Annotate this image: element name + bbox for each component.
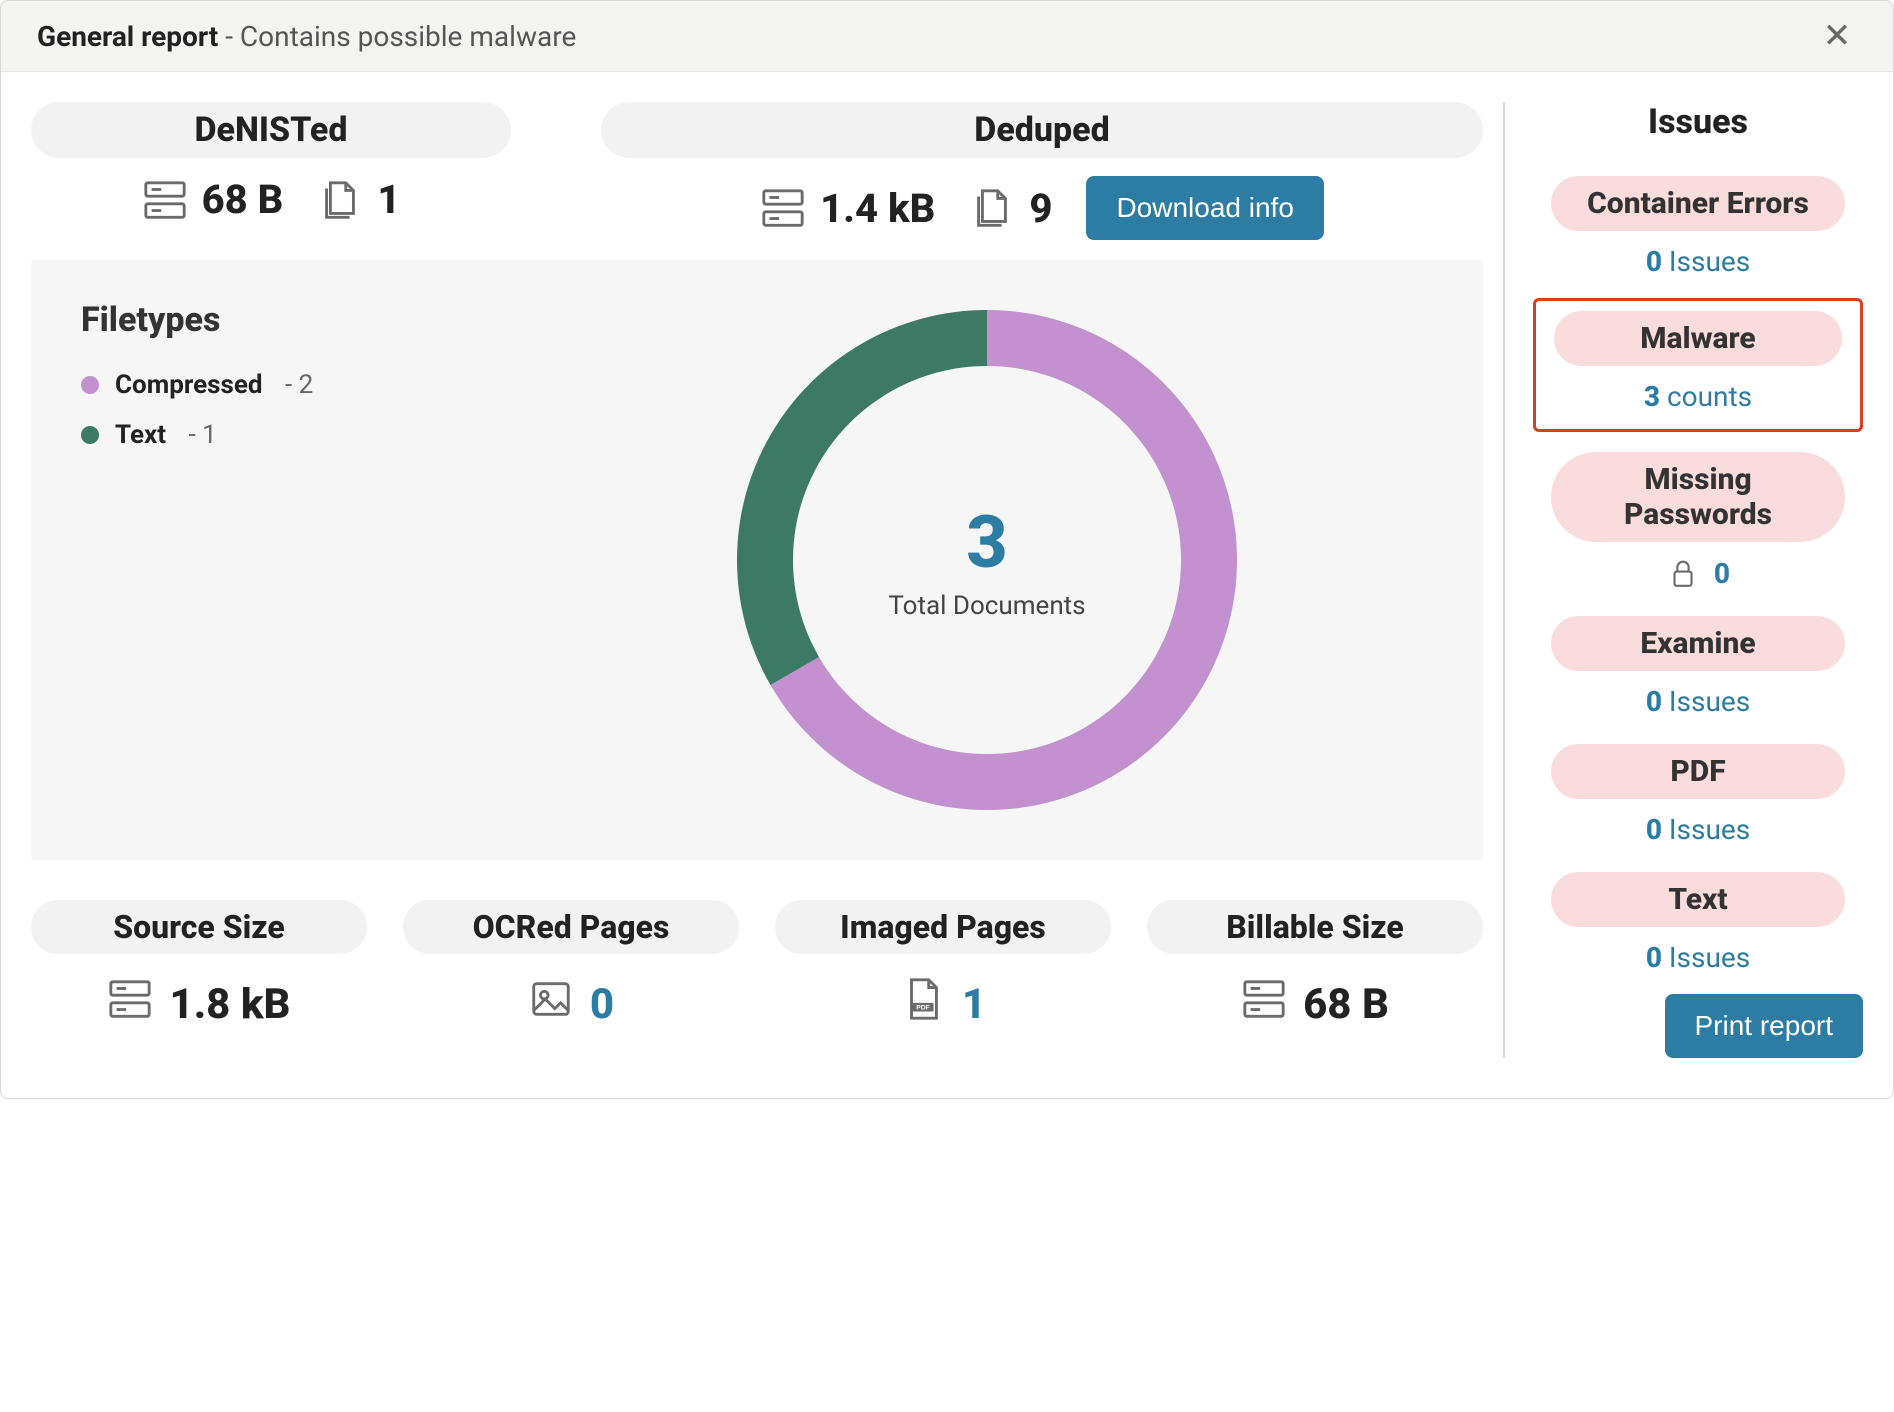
issue-name: Malware [1554, 311, 1842, 366]
legend-label: Compressed [115, 370, 263, 400]
metric-label: Imaged Pages [775, 900, 1111, 954]
dialog-title: General report - Contains possible malwa… [37, 20, 576, 53]
legend-item: Text - 1 [81, 420, 501, 450]
legend-item: Compressed - 2 [81, 370, 501, 400]
metric-value[interactable]: 0 [403, 976, 739, 1033]
issues-title: Issues [1648, 102, 1748, 142]
general-report-dialog: General report - Contains possible malwa… [0, 0, 1894, 1099]
issue-value: 0 Issues [1533, 685, 1863, 718]
filetypes-panel: Filetypes Compressed - 2 Text - 1 3 Total… [31, 260, 1483, 860]
print-report-button[interactable]: Print report [1665, 994, 1864, 1058]
documents-icon [317, 177, 363, 223]
metric-value: 68 B [1147, 976, 1483, 1033]
metric-label: Billable Size [1147, 900, 1483, 954]
server-icon [760, 185, 806, 231]
lock-icon [1666, 556, 1700, 590]
svg-text:PDF: PDF [916, 1005, 929, 1012]
issue-block[interactable]: Text 0 Issues [1533, 866, 1863, 980]
server-icon [1241, 976, 1287, 1033]
denisted-size: 68 B [142, 176, 284, 223]
metric-label: Source Size [31, 900, 367, 954]
issue-value: 0 Issues [1533, 941, 1863, 974]
deduped-card: Deduped 1.4 kB 9 Download info [601, 102, 1483, 240]
issues-sidebar: Issues Container Errors 0 Issues Malware 3 … [1503, 102, 1863, 1058]
deduped-header: Deduped [601, 102, 1483, 158]
main-panel: DeNISTed 68 B 1 Deduped [31, 102, 1483, 1058]
title-main: General report [37, 20, 218, 53]
issue-value: 0 [1533, 556, 1863, 590]
issue-value: 0 Issues [1533, 813, 1863, 846]
metric-card: Source Size 1.8 kB [31, 900, 367, 1033]
issue-value: 0 Issues [1533, 245, 1863, 278]
issue-name: Missing Passwords [1551, 452, 1845, 542]
legend-dot-icon [81, 376, 99, 394]
issue-value: 3 counts [1536, 380, 1860, 413]
legend-label: Text [115, 420, 166, 450]
filetypes-donut: 3 Total Documents [541, 300, 1433, 820]
metric-card: Billable Size 68 B [1147, 900, 1483, 1033]
metric-card: Imaged Pages PDF1 [775, 900, 1111, 1033]
legend-dot-icon [81, 426, 99, 444]
denisted-docs: 1 [317, 176, 400, 223]
issue-block[interactable]: Examine 0 Issues [1533, 610, 1863, 724]
donut-total-number: 3 [888, 500, 1085, 585]
close-icon[interactable]: ✕ [1817, 19, 1857, 53]
issue-block[interactable]: Container Errors 0 Issues [1533, 170, 1863, 284]
titlebar: General report - Contains possible malwa… [1, 1, 1893, 72]
issue-block[interactable]: Malware 3 counts [1533, 298, 1863, 432]
metric-value: 1.8 kB [31, 976, 367, 1033]
denisted-header: DeNISTed [31, 102, 511, 158]
donut-slice [737, 310, 987, 685]
image-icon [528, 976, 574, 1033]
pdf-icon: PDF [900, 976, 946, 1033]
legend-count: - 2 [279, 370, 314, 400]
legend-count: - 1 [182, 420, 217, 450]
metric-card: OCRed Pages 0 [403, 900, 739, 1033]
donut-total-label: Total Documents [888, 591, 1085, 621]
issue-name: Container Errors [1551, 176, 1845, 231]
issue-name: PDF [1551, 744, 1845, 799]
deduped-docs: 9 [969, 185, 1052, 232]
server-icon [142, 177, 188, 223]
server-icon [107, 976, 153, 1033]
documents-icon [969, 185, 1015, 231]
denisted-card: DeNISTed 68 B 1 [31, 102, 511, 240]
issue-name: Text [1551, 872, 1845, 927]
issue-block[interactable]: PDF 0 Issues [1533, 738, 1863, 852]
issue-name: Examine [1551, 616, 1845, 671]
metric-label: OCRed Pages [403, 900, 739, 954]
download-info-button[interactable]: Download info [1086, 176, 1323, 240]
issue-block[interactable]: Missing Passwords 0 [1533, 446, 1863, 596]
title-subtitle: - Contains possible malware [225, 20, 576, 53]
deduped-size: 1.4 kB [760, 185, 935, 232]
metric-value[interactable]: PDF1 [775, 976, 1111, 1033]
filetypes-title: Filetypes [81, 300, 501, 340]
